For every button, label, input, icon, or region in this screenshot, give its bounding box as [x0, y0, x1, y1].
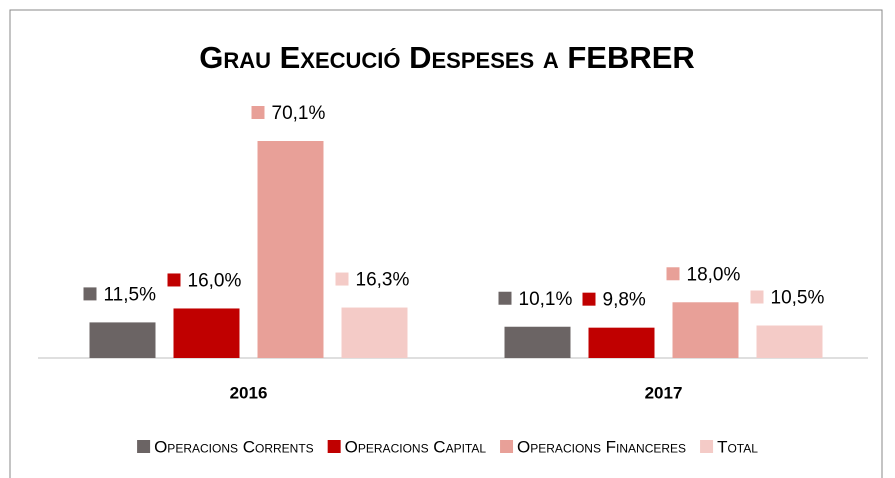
data-label-marker [167, 273, 181, 287]
data-label: 16,0% [188, 270, 242, 291]
x-tick-label: 2017 [645, 383, 683, 402]
legend-label: Total [717, 437, 758, 456]
data-label-marker [750, 290, 764, 304]
legend-swatch [327, 440, 341, 453]
data-label-marker [498, 291, 512, 305]
chart-border [9, 9, 883, 478]
data-label-marker [83, 287, 97, 301]
bar [341, 307, 408, 358]
data-label: 10,5% [771, 288, 825, 309]
x-tick-label: 2016 [230, 383, 268, 402]
data-label: 18,0% [687, 264, 741, 285]
data-label: 16,3% [356, 270, 410, 291]
data-label-marker [251, 106, 265, 119]
bar [173, 308, 240, 358]
legend-swatch [137, 440, 151, 453]
data-label: 9,8% [603, 290, 646, 311]
bar [89, 322, 156, 358]
legend-swatch [700, 440, 714, 453]
legend-label: Operacions Capital [345, 437, 487, 456]
legend-label: Operacions Financeres [517, 437, 686, 456]
bar [756, 325, 823, 358]
bar [504, 326, 571, 358]
bar [672, 302, 739, 358]
data-label: 70,1% [272, 103, 326, 124]
data-label: 10,1% [519, 289, 573, 310]
legend-label: Operacions Corrents [154, 437, 314, 456]
data-label-marker [335, 272, 349, 286]
chart-title: Grau Execució Despeses a FEBRER [199, 40, 695, 75]
legend-swatch [500, 440, 514, 453]
legend: Operacions Corrents Operacions Capital Ope… [137, 437, 758, 456]
bar [588, 327, 655, 358]
bar [257, 141, 324, 358]
data-label-marker [582, 292, 596, 306]
data-label-marker [666, 267, 680, 281]
data-label: 11,5% [104, 284, 157, 305]
